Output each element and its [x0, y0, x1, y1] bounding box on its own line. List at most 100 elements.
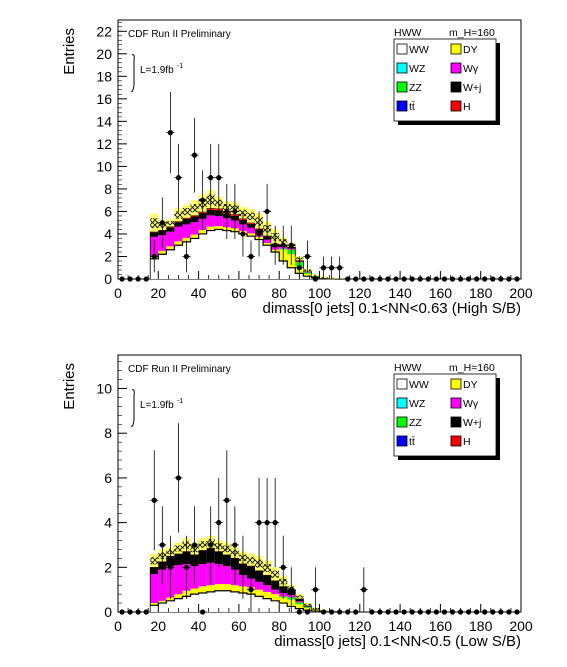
bar-WW-62 — [238, 593, 247, 612]
data-point-30 — [175, 475, 182, 481]
bar-DY-46 — [206, 585, 215, 592]
y-tick-label: 0 — [104, 604, 112, 620]
bar-H-38 — [190, 215, 199, 217]
bar-DY-78 — [271, 594, 280, 601]
data-point-90 — [296, 265, 302, 271]
data-point-30 — [175, 175, 182, 181]
band-hatch-18 — [150, 557, 159, 565]
data-point-102 — [320, 609, 327, 615]
chart-panel-high-sb: 0 20 40 60 80 100 120 140 160 180 200 0 2 4 6 8 10 12 14 16… — [61, 19, 533, 317]
data-point-6 — [127, 276, 133, 282]
legend-label: Wγ — [463, 63, 479, 75]
bar-W+j-46 — [206, 209, 215, 216]
legend-title-hww: HWW — [394, 27, 421, 39]
y-tick-label: 16 — [96, 91, 112, 107]
y-axis-label: Entries — [61, 28, 78, 75]
legend-swatch — [396, 397, 408, 409]
data-point-26 — [167, 130, 173, 136]
x-tick-label: 60 — [231, 285, 247, 301]
data-point-178 — [474, 609, 480, 615]
legend-swatch — [450, 43, 462, 55]
data-point-78 — [272, 242, 278, 248]
data-point-146 — [409, 276, 415, 282]
data-point-14 — [143, 609, 149, 615]
data-point-82 — [280, 242, 286, 248]
band-hatch-66 — [246, 212, 256, 220]
data-point-118 — [353, 276, 359, 282]
y-tick-label: 22 — [96, 23, 112, 39]
bar-W-30 — [174, 565, 183, 595]
bar-W-50 — [214, 563, 223, 585]
bar-W+j-90 — [295, 598, 304, 602]
data-point-34 — [183, 253, 190, 260]
data-point-66 — [248, 587, 254, 593]
bar-W+j-42 — [198, 550, 207, 564]
chart-header: CDF Run II Preliminary — [128, 29, 231, 40]
legend-label: W+j — [463, 417, 481, 429]
data-point-138 — [393, 276, 399, 282]
x-tick-label: 40 — [191, 285, 207, 301]
bar-WW-54 — [222, 590, 231, 612]
data-point-42 — [200, 609, 206, 615]
bar-W+j-38 — [190, 216, 199, 223]
legend-title-mass: m_H=160 — [449, 362, 495, 374]
band-hatch-38 — [190, 203, 199, 213]
legend-swatch — [396, 100, 408, 112]
data-point-74 — [264, 520, 270, 526]
x-tick-label: 120 — [348, 618, 372, 634]
x-axis-label: dimass[0 jets] 0.1<NN<0.5 (Low S/B) — [274, 633, 521, 650]
x-tick-label: 100 — [308, 285, 332, 301]
x-tick-label: 140 — [388, 618, 412, 634]
y-tick-label: 8 — [104, 425, 112, 441]
bar-W-50 — [214, 215, 223, 227]
bar-W+j-30 — [174, 222, 183, 227]
legend-swatch — [450, 62, 462, 74]
data-point-174 — [466, 276, 472, 282]
data-point-62 — [240, 564, 246, 570]
band-hatch-98 — [311, 274, 320, 276]
bar-WW-50 — [214, 590, 223, 612]
data-point-198 — [514, 276, 520, 282]
bar-DY-66 — [246, 233, 256, 237]
data-point-14 — [143, 276, 149, 282]
band-hatch-66 — [246, 556, 256, 564]
legend-label: WW — [409, 44, 429, 56]
bar-WW-46 — [206, 230, 215, 279]
data-point-94 — [304, 253, 311, 260]
legend-label: H — [463, 436, 471, 448]
bar-W-54 — [222, 566, 231, 585]
legend-label: H — [463, 101, 471, 113]
bar-WW-94 — [303, 276, 312, 279]
bar-W-66 — [246, 227, 256, 234]
data-point-158 — [433, 276, 439, 282]
y-tick-label: 4 — [104, 226, 112, 242]
y-tick-label: 8 — [104, 181, 112, 197]
legend-label: tt̄ — [409, 101, 415, 113]
data-point-86 — [288, 242, 294, 248]
bar-WW-70 — [255, 596, 264, 612]
legend-title-hww: HWW — [394, 362, 421, 374]
y-tick-label: 2 — [104, 248, 112, 264]
bar-WW-78 — [271, 600, 280, 612]
x-tick-label: 80 — [271, 285, 287, 301]
bar-WW-42 — [198, 593, 207, 612]
bar-W-38 — [190, 222, 199, 235]
chart-panel-low-sb: 0 20 40 60 80 100 120 140 160 180 200 0 2 4 6 8 10 dimass… — [61, 354, 533, 650]
data-point-126 — [369, 276, 375, 282]
bar-WW-26 — [166, 600, 175, 612]
x-tick-label: 180 — [469, 618, 493, 634]
x-tick-label: 0 — [114, 618, 122, 634]
data-point-118 — [353, 609, 359, 615]
x-tick-label: 160 — [429, 618, 453, 634]
bar-DY-94 — [303, 607, 312, 611]
x-tick-label: 20 — [151, 285, 167, 301]
bar-W+j-66 — [246, 223, 256, 228]
chart-header: CDF Run II Preliminary — [128, 364, 231, 375]
bar-WW-38 — [190, 238, 199, 279]
bar-W+j-18 — [150, 567, 159, 575]
data-point-134 — [385, 609, 391, 615]
data-point-62 — [240, 231, 246, 237]
data-point-50 — [216, 520, 222, 526]
bar-DY-22 — [158, 250, 167, 255]
bar-ZZ-90 — [295, 602, 304, 605]
